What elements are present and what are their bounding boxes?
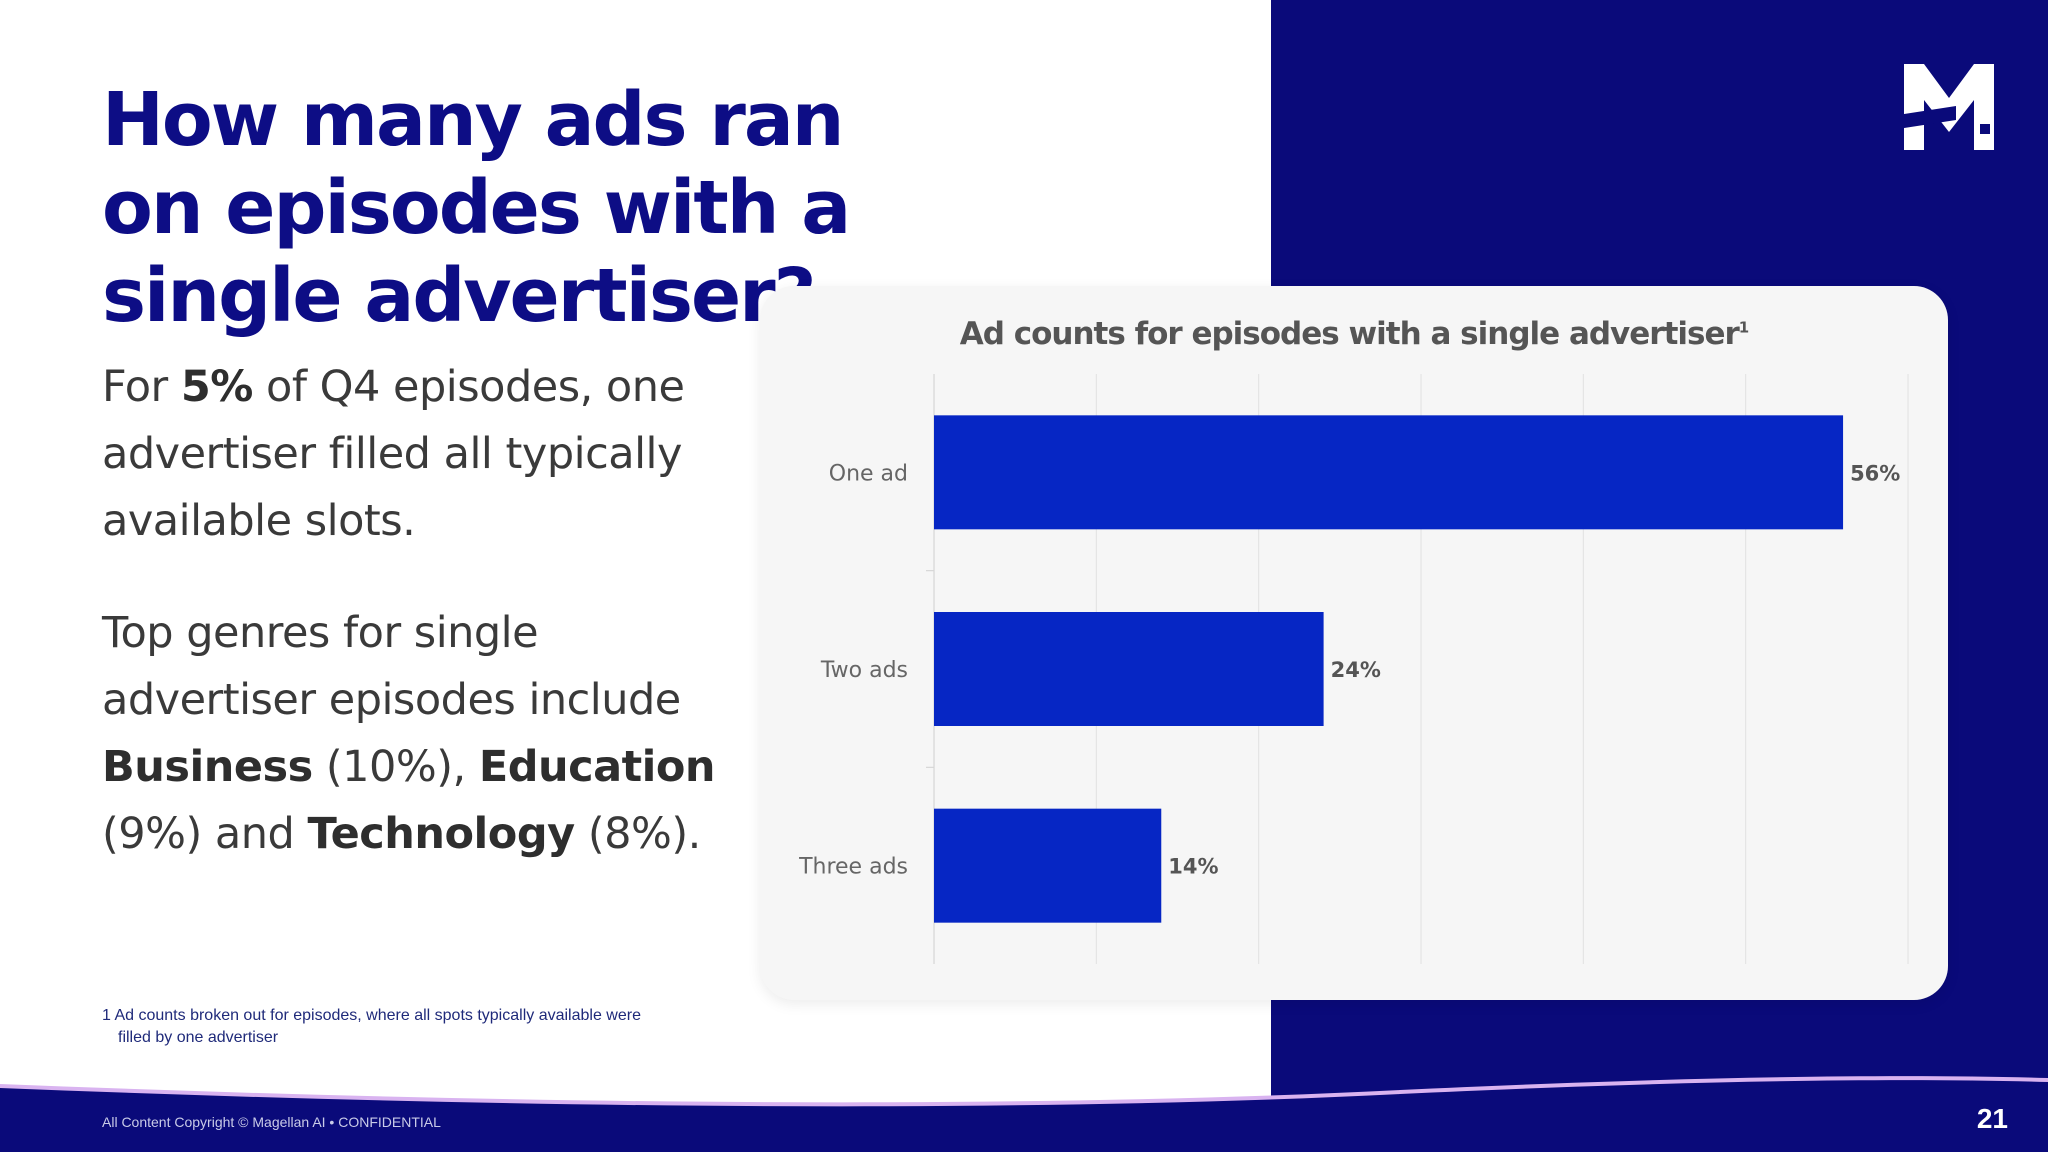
magellan-logo-icon: [1904, 64, 1994, 150]
data-label: 14%: [1168, 855, 1218, 879]
footer-band: [0, 1060, 2048, 1152]
slide-title: How many ads ran on episodes with a sing…: [102, 77, 851, 339]
page-number: 21: [1976, 1103, 2008, 1134]
bar-three-ads: [934, 808, 1162, 923]
category-label: Three ads: [798, 855, 908, 880]
footer-wave: [0, 1076, 2048, 1152]
data-label: 56%: [1850, 461, 1900, 485]
bar-one-ad: [934, 415, 1844, 530]
copyright-text: All Content Copyright © Magellan AI • CO…: [102, 1114, 441, 1130]
top-genres-paragraph: Top genres for single advertiser episode…: [102, 608, 716, 859]
category-label: Two ads: [820, 658, 908, 683]
data-label: 24%: [1331, 658, 1381, 682]
chart-card: Ad counts for episodes with a single adv…: [760, 286, 1948, 1000]
footnote: 1 Ad counts broken out for episodes, whe…: [102, 1007, 641, 1046]
category-label: One ad: [829, 461, 908, 486]
bar-chart: One ad 56% Two ads 24% Three ads 14%: [798, 374, 1909, 964]
bar-two-ads: [934, 612, 1324, 726]
chart-title: Ad counts for episodes with a single adv…: [959, 316, 1750, 352]
summary-paragraph: For 5% of Q4 episodes, one advertiser fi…: [102, 362, 685, 546]
